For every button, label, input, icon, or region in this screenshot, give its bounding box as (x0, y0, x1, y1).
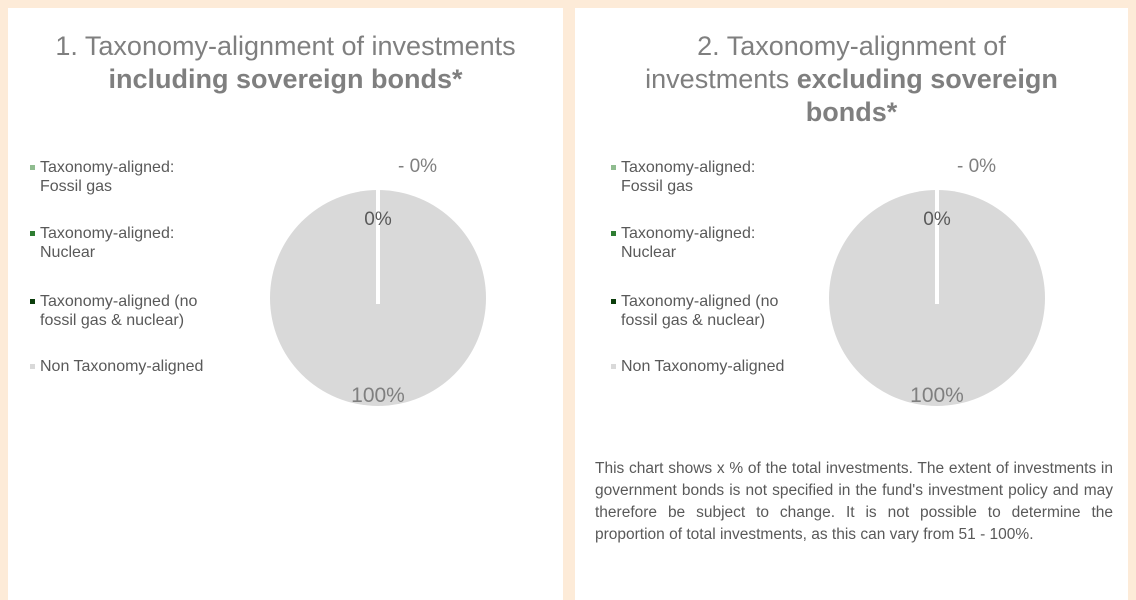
legend-item: Non Taxonomy-aligned (30, 357, 220, 376)
legend-swatch (30, 299, 35, 304)
legend-item: Taxonomy-aligned: Nuclear (30, 224, 220, 262)
legend-swatch (30, 165, 35, 170)
legend-label: Taxonomy-aligned (no fossil gas & nuclea… (621, 293, 779, 329)
legend-item: Taxonomy-aligned: Fossil gas (30, 158, 220, 196)
legend-label: Taxonomy-aligned: Nuclear (621, 225, 756, 261)
pie-data-label: - 0% (957, 156, 996, 177)
legend-label: Non Taxonomy-aligned (40, 358, 204, 375)
legend-swatch (611, 299, 616, 304)
chart-panel-excluding-sovereign-bonds: 2. Taxonomy-alignment of investments exc… (575, 8, 1128, 600)
legend-item: Taxonomy-aligned (no fossil gas & nuclea… (30, 292, 220, 330)
pie-chart: - 0% 0% 100% (829, 156, 1045, 407)
legend-swatch (611, 165, 616, 170)
pie-data-label: 0% (364, 209, 392, 230)
legend-label: Taxonomy-aligned: Fossil gas (621, 159, 756, 195)
chart-panel-including-sovereign-bonds: 1. Taxonomy-alignment of investments inc… (8, 8, 563, 600)
legend-item: Taxonomy-aligned: Fossil gas (611, 158, 801, 196)
pie-chart: - 0% 0% 100% (270, 156, 486, 407)
legend-swatch (30, 364, 35, 369)
legend-swatch (611, 364, 616, 369)
legend-swatch (30, 231, 35, 236)
legend-item: Taxonomy-aligned (no fossil gas & nuclea… (611, 292, 801, 330)
legend-label: Taxonomy-aligned (no fossil gas & nuclea… (40, 293, 198, 329)
legend-label: Non Taxonomy-aligned (621, 358, 785, 375)
pie-data-label: 0% (923, 209, 951, 230)
legend-swatch (611, 231, 616, 236)
legend-item: Non Taxonomy-aligned (611, 357, 801, 376)
chart-title: 1. Taxonomy-alignment of investments inc… (55, 31, 516, 94)
legend-item: Taxonomy-aligned: Nuclear (611, 224, 801, 262)
pie-data-label: 100% (910, 384, 964, 407)
legend-label: Taxonomy-aligned: Fossil gas (40, 159, 175, 195)
chart-footnote: This chart shows x % of the total invest… (595, 460, 1113, 543)
legend-label: Taxonomy-aligned: Nuclear (40, 225, 175, 261)
pie-data-label: 100% (351, 384, 405, 407)
pie-data-label: - 0% (398, 156, 437, 177)
chart-title: 2. Taxonomy-alignment of investments exc… (645, 31, 1058, 127)
